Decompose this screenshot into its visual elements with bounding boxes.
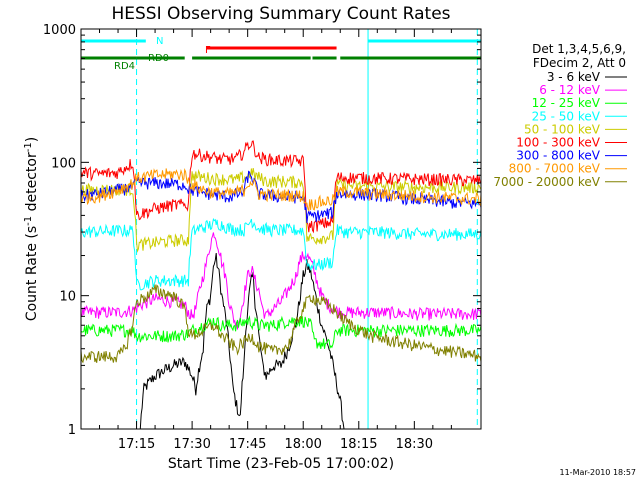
legend-label: 100 - 300 keV — [516, 136, 600, 150]
x-tick-label: 17:45 — [229, 437, 266, 452]
legend-label: 12 - 25 keV — [532, 96, 601, 110]
series-line-8 — [80, 284, 482, 364]
legend-label: 800 - 7000 keV — [509, 162, 601, 176]
y-axis-label-sup2: -1 — [23, 142, 34, 152]
legend-header-line-2: FDecim 2, Att 0 — [533, 56, 626, 70]
x-tick-label: 18:00 — [284, 437, 321, 452]
legend-label: 3 - 6 keV — [547, 70, 601, 84]
y-axis: 1 10 100 1000 — [43, 23, 481, 438]
chart-title: HESSI Observing Summary Count Rates — [111, 4, 450, 24]
series-line-6 — [80, 170, 482, 224]
x-axis: 17:15 17:30 17:45 18:00 18:15 18:30 — [99, 29, 452, 452]
x-tick-label: 18:30 — [396, 437, 433, 452]
y-tick-label: 100 — [51, 156, 76, 171]
legend-label: 7000 - 20000 keV — [493, 175, 600, 189]
x-axis-label: Start Time (23-Feb-05 17:00:02) — [168, 456, 394, 472]
y-tick-label: 1000 — [43, 23, 76, 38]
legend-header-line-1: Det 1,3,4,5,6,9, — [532, 42, 626, 56]
plot-area: N F RD0 RD4 — [80, 29, 482, 430]
legend-label: 50 - 100 keV — [524, 122, 601, 136]
series-line-3 — [80, 217, 482, 291]
rd4-bar-label: RD4 — [114, 61, 135, 72]
y-tick-label: 1 — [68, 423, 76, 438]
legend-label: 6 - 12 keV — [539, 83, 601, 97]
y-axis-label-mid: detector — [24, 152, 40, 216]
y-axis-label-suffix: ) — [24, 137, 40, 142]
series-line-2 — [80, 315, 482, 350]
x-tick-label: 18:15 — [340, 437, 377, 452]
legend-label: 300 - 800 keV — [516, 149, 600, 163]
rd0-bar-label: RD0 — [148, 53, 169, 64]
series-line-4 — [80, 168, 482, 253]
series-line-5 — [80, 140, 482, 234]
series-line-7 — [80, 167, 482, 212]
x-tick-label: 17:15 — [118, 437, 155, 452]
timestamp: 11-Mar-2010 18:57 — [560, 468, 637, 477]
plot-frame — [80, 28, 482, 430]
x-tick-label: 17:30 — [173, 437, 210, 452]
y-tick-label: 10 — [59, 290, 76, 305]
flare-bar-label: F — [205, 45, 211, 56]
y-axis-label-prefix: Count Rate (s — [24, 226, 40, 321]
night-bar-label: N — [156, 36, 163, 47]
y-axis-label-sup1: -1 — [23, 216, 34, 226]
y-axis-label: Count Rate (s-1 detector-1) — [23, 137, 41, 321]
legend-label: 25 - 50 keV — [532, 109, 601, 123]
